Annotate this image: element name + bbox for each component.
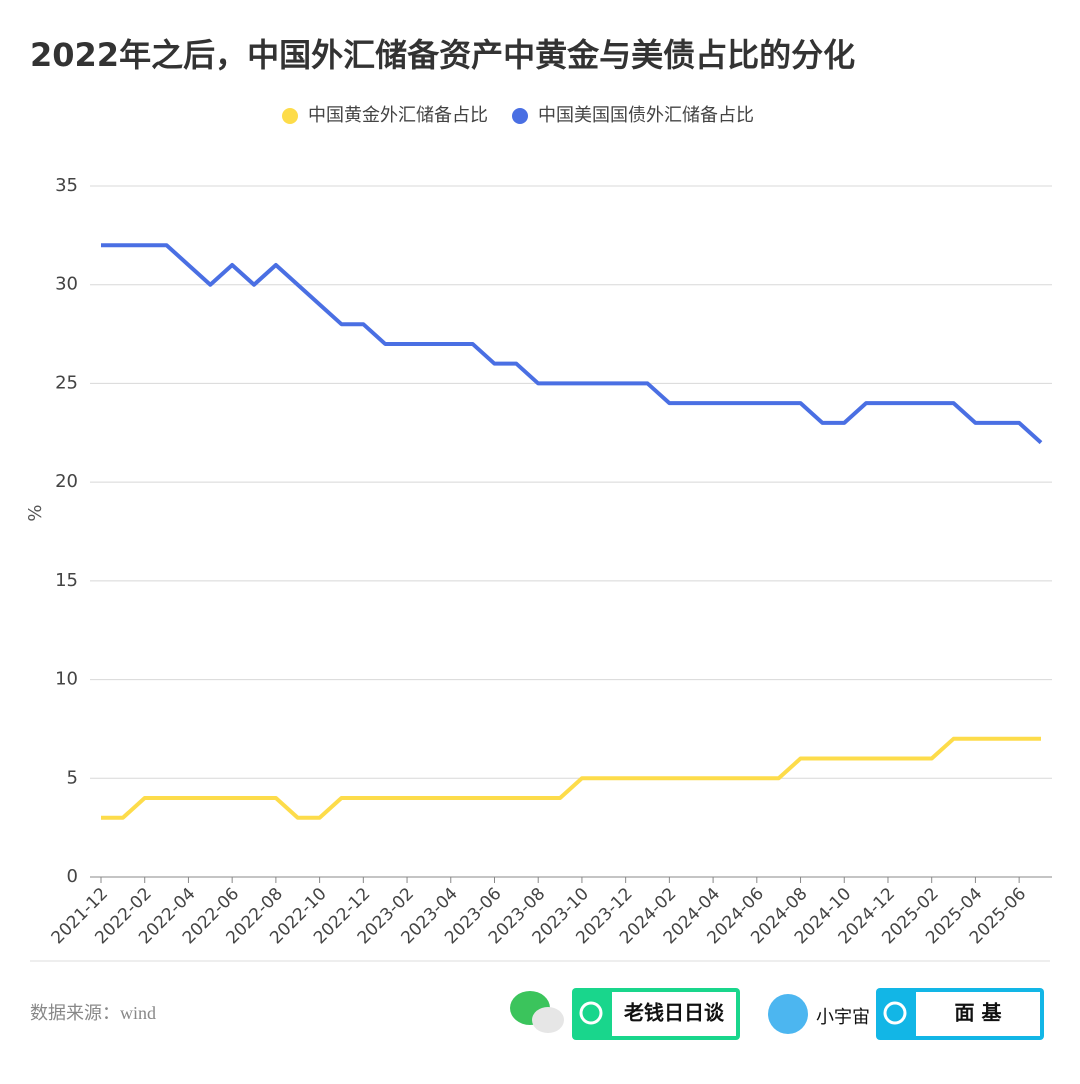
legend-marker xyxy=(512,108,528,124)
y-tick-label: 15 xyxy=(55,570,78,591)
podcast-text: 小宇宙 xyxy=(816,1007,870,1028)
badge-2-inner xyxy=(916,992,1040,1036)
line-series xyxy=(101,736,1041,820)
y-tick-label: 35 xyxy=(55,175,78,196)
line-series xyxy=(101,243,1043,445)
badge-1-text: 老钱日日谈 xyxy=(624,1001,725,1025)
y-tick-label: 5 xyxy=(67,767,78,788)
y-tick-label: 10 xyxy=(55,669,78,690)
wechat-icon xyxy=(510,991,564,1033)
legend-marker xyxy=(282,108,298,124)
search-icon xyxy=(883,1001,907,1025)
badge-2-text: 面 基 xyxy=(955,1001,1003,1025)
chart-title: 2022年之后，中国外汇储备资产中黄金与美债占比的分化 xyxy=(30,36,855,74)
legend-label: 中国美国国债外汇储备占比 xyxy=(538,105,754,126)
y-tick-label: 0 xyxy=(67,866,78,887)
y-tick-label: 30 xyxy=(55,274,78,295)
y-tick-label: 20 xyxy=(55,471,78,492)
y-tick-label: 25 xyxy=(55,372,78,393)
podcast-icon xyxy=(768,994,808,1034)
y-axis-label: % xyxy=(25,504,46,521)
search-icon xyxy=(579,1001,603,1025)
source: 数据来源：wind xyxy=(30,1003,156,1023)
legend-label: 中国黄金外汇储备占比 xyxy=(308,105,488,126)
badge-1-inner xyxy=(612,992,736,1036)
